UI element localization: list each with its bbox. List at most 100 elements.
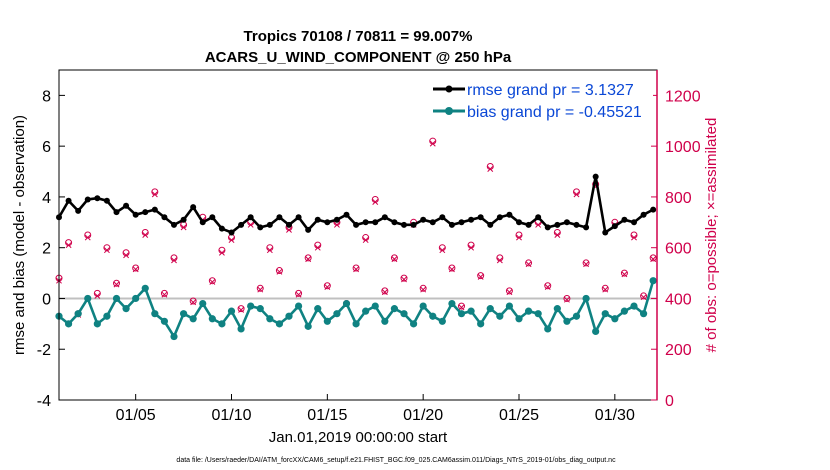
obs-possible-point xyxy=(323,282,331,290)
rmse-point xyxy=(324,219,331,226)
y2-tick-label: 400 xyxy=(665,291,692,308)
y-axis-right: 0 200 400 600 800 1000 1200 xyxy=(651,70,701,410)
rmse-point xyxy=(247,214,254,221)
rmse-point xyxy=(506,211,513,218)
bias-point xyxy=(553,305,561,313)
rmse-point xyxy=(583,224,590,231)
obs-assimilated-point xyxy=(314,244,321,251)
rmse-point xyxy=(391,219,398,226)
rmse-point xyxy=(458,219,465,226)
series-layer xyxy=(55,173,657,341)
rmse-point xyxy=(286,221,292,228)
rmse-point xyxy=(343,211,350,218)
y2-tick-label: 1000 xyxy=(665,139,701,156)
obs-assimilated-point xyxy=(563,296,570,303)
obs-assimilated-point xyxy=(372,199,379,205)
rmse-point xyxy=(266,221,273,228)
rmse-point xyxy=(640,211,647,218)
rmse-point xyxy=(218,225,225,232)
obs-possible-point xyxy=(448,264,456,272)
bias-point xyxy=(582,294,590,303)
x-tick-label: 01/25 xyxy=(499,407,539,424)
rmse-point xyxy=(573,221,580,228)
obs-assimilated-point xyxy=(420,286,427,293)
rmse-point xyxy=(372,219,379,226)
bias-point xyxy=(515,315,523,323)
bias-point xyxy=(563,317,571,325)
bias-point xyxy=(390,305,399,313)
obs-possible-point xyxy=(400,274,408,282)
obs-assimilated-point xyxy=(362,237,369,244)
bias-point xyxy=(170,332,178,341)
obs-assimilated-point xyxy=(583,261,590,268)
obs-assimilated-point xyxy=(286,226,292,233)
legend: rmse grand pr = 3.1327 bias grand pr = -… xyxy=(425,75,653,125)
obs-assimilated-point xyxy=(525,261,532,268)
rmse-point xyxy=(123,202,130,209)
obs-assimilated-point xyxy=(506,289,513,296)
obs-assimilated-point xyxy=(640,294,647,301)
bias-point xyxy=(189,315,197,323)
obs-assimilated-point xyxy=(65,242,72,249)
rmse-point xyxy=(439,214,446,221)
obs-possible-point xyxy=(352,264,360,272)
bias-point xyxy=(572,312,581,320)
obs-possible-point xyxy=(582,259,590,267)
bias-point xyxy=(275,320,284,328)
x-tick-label: 01/10 xyxy=(211,407,251,424)
obs-assimilated-point xyxy=(439,247,446,254)
obs-possible-point xyxy=(477,272,485,280)
rmse-point xyxy=(525,221,532,228)
obs-assimilated-point xyxy=(151,191,158,198)
rmse-point xyxy=(535,214,542,221)
rmse-point xyxy=(353,221,360,228)
bias-point xyxy=(314,305,322,313)
rmse-point xyxy=(113,209,120,216)
bias-point xyxy=(132,294,140,303)
legend-rmse-label: rmse grand pr = 3.1327 xyxy=(467,82,634,99)
rmse-point xyxy=(611,223,618,230)
bias-point xyxy=(505,302,514,310)
bias-point xyxy=(151,310,159,318)
bias-point xyxy=(237,325,245,333)
rmse-point xyxy=(429,219,436,226)
bias-point xyxy=(256,305,264,313)
obs-possible-point xyxy=(649,254,657,262)
y-tick-label: 8 xyxy=(42,88,51,105)
bias-point xyxy=(160,317,169,325)
bias-point xyxy=(323,317,331,325)
legend-bias-label: bias grand pr = -0.45521 xyxy=(467,104,642,121)
obs-assimilated-point xyxy=(266,247,273,254)
rmse-point xyxy=(362,219,369,226)
y2-tick-label: 1200 xyxy=(665,88,701,105)
obs-possible-point xyxy=(601,284,609,292)
bias-point xyxy=(639,310,648,318)
rmse-point xyxy=(238,221,245,228)
bias-point xyxy=(409,320,418,328)
obs-possible-point xyxy=(620,269,628,277)
rmse-point xyxy=(94,195,101,202)
obs-assimilated-point xyxy=(305,256,312,263)
y2-tick-label: 600 xyxy=(665,241,692,258)
obs-assimilated-point xyxy=(132,266,139,273)
bias-point xyxy=(371,302,379,310)
obs-assimilated-point xyxy=(458,304,465,311)
rmse-point xyxy=(171,221,177,228)
bias-point xyxy=(294,302,303,310)
rmse-point xyxy=(295,214,302,221)
bias-point xyxy=(457,310,466,318)
bias-point xyxy=(227,307,236,315)
bias-point xyxy=(611,315,619,323)
bias-point xyxy=(141,284,149,292)
bias-point xyxy=(630,302,638,310)
rmse-point xyxy=(420,216,427,223)
bias-point xyxy=(285,312,293,320)
rmse-point xyxy=(103,197,110,204)
obs-assimilated-point xyxy=(218,249,225,256)
rmse-point xyxy=(448,221,455,228)
obs-assimilated-point xyxy=(257,286,264,293)
obs-possible-point xyxy=(544,282,552,290)
x-axis-label: Jan.01,2019 00:00:00 start xyxy=(269,429,448,446)
rmse-point xyxy=(228,229,235,236)
